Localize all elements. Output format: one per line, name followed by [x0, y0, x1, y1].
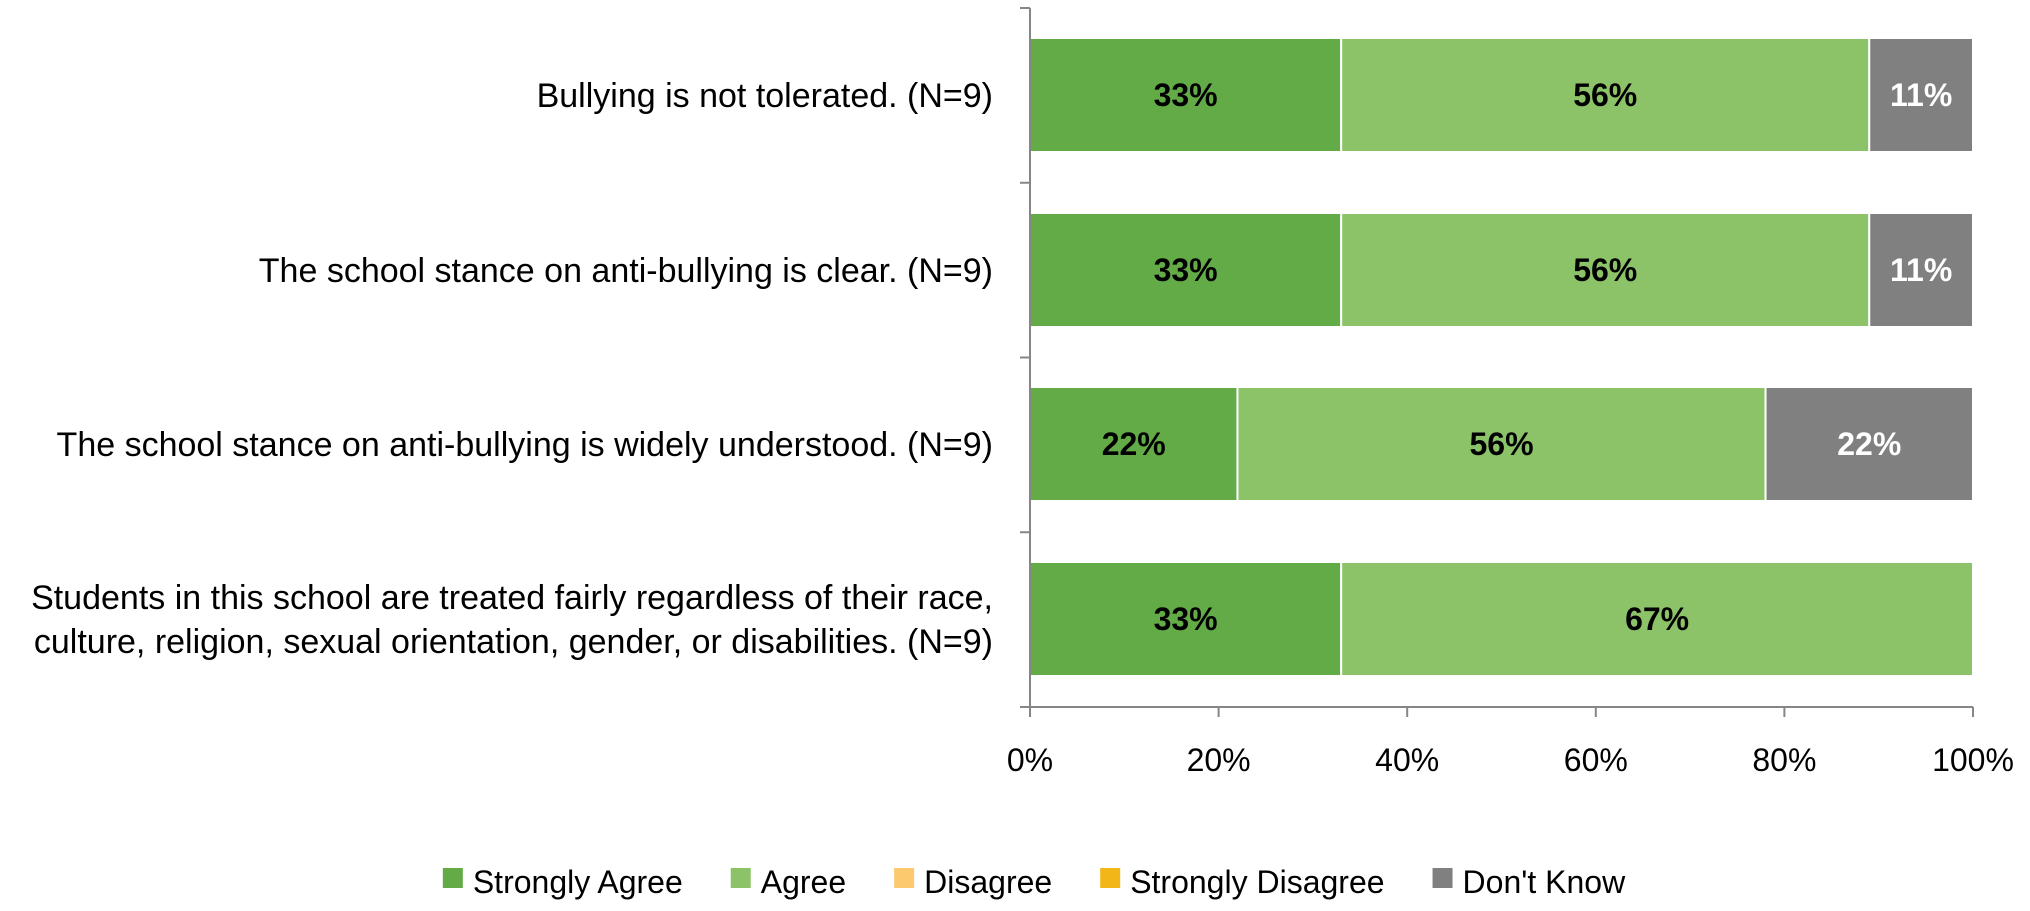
legend-swatch [1432, 868, 1453, 888]
x-tick-label: 60% [1564, 742, 1628, 778]
bar-segment [1868, 212, 1975, 328]
data-label: 22% [1837, 426, 1901, 462]
bar-segment [1029, 37, 1343, 153]
axes-layer: 0% 20% 40% 60% 80% 100% [1007, 7, 2014, 778]
legend-label: Disagree [924, 864, 1052, 900]
category-labels: Bullying is not tolerated. (N=9) The scho… [31, 77, 993, 661]
legend-item: Disagree [894, 864, 1052, 900]
legend-swatch [894, 868, 915, 888]
bar-segment [1340, 37, 1871, 153]
bar-segment [1029, 212, 1343, 328]
bar-segment [1029, 561, 1343, 677]
legend-item: Strongly Disagree [1100, 864, 1385, 900]
data-label: 33% [1154, 252, 1218, 288]
legend-label: Strongly Disagree [1130, 864, 1384, 900]
data-label: 11% [1890, 252, 1952, 288]
data-label: 56% [1573, 252, 1637, 288]
bar-segment [1236, 386, 1767, 502]
legend-label: Don't Know [1463, 864, 1627, 900]
bar-segment [1868, 37, 1975, 153]
data-label: 56% [1469, 426, 1533, 462]
category-label: Bullying is not tolerated. (N=9) [537, 77, 993, 115]
x-tick-label: 0% [1007, 742, 1053, 778]
category-label: Students in this school are treated fair… [31, 579, 993, 617]
bar-segment [1029, 386, 1239, 502]
legend-swatch [730, 868, 751, 888]
bars-layer: 33% 56% 11% 33% 56% 11% 22% 56% 22% 33% 67% [1029, 37, 1975, 677]
data-label: 33% [1154, 77, 1218, 113]
legend-swatch [1100, 868, 1121, 888]
legend-swatch [442, 868, 463, 888]
data-label: 33% [1154, 601, 1218, 637]
x-tick-label: 40% [1375, 742, 1439, 778]
data-label: 56% [1573, 77, 1637, 113]
x-tick-label: 20% [1187, 742, 1251, 778]
legend-item: Strongly Agree [442, 864, 683, 900]
category-label: The school stance on anti-bullying is cl… [259, 252, 993, 290]
legend-item: Agree [730, 864, 846, 900]
data-label: 22% [1102, 426, 1166, 462]
data-label: 11% [1890, 77, 1952, 113]
data-label: 67% [1625, 601, 1689, 637]
bar-segment [1340, 212, 1871, 328]
x-tick-label: 80% [1752, 742, 1816, 778]
legend-label: Strongly Agree [473, 864, 683, 900]
bar-segment [1340, 561, 1974, 677]
x-tick-label: 100% [1932, 742, 2014, 778]
legend: Strongly Agree Agree Disagree Strongly Disa… [442, 864, 1627, 900]
legend-item: Don't Know [1432, 864, 1627, 900]
category-label: The school stance on anti-bullying is wi… [57, 426, 993, 464]
legend-label: Agree [761, 864, 846, 900]
bar-segment [1764, 386, 1975, 502]
category-label: culture, religion, sexual orientation, g… [34, 623, 993, 661]
